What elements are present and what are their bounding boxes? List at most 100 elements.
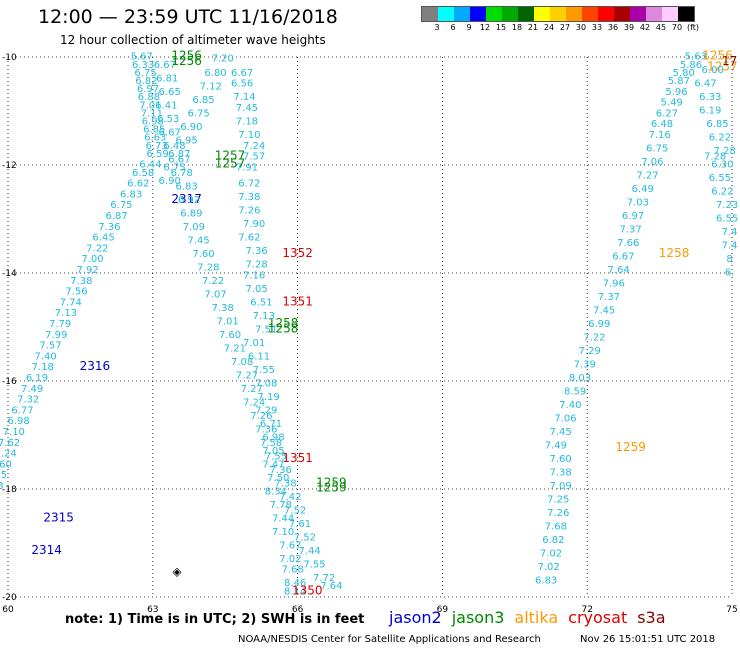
data-point: 6.44 xyxy=(139,160,161,171)
data-point: 6.67 xyxy=(168,154,190,165)
data-point: 7.06 xyxy=(554,414,576,425)
data-point: 7.55 xyxy=(303,559,325,570)
data-point: 6.97 xyxy=(137,84,159,95)
data-point: 7.27 xyxy=(236,370,258,381)
data-point: 7.40 xyxy=(35,351,57,362)
data-point: 7.07 xyxy=(204,289,226,300)
colorbar-label: 21 xyxy=(527,23,539,32)
data-point: 7.10 xyxy=(272,527,294,538)
data-point: 5.63 xyxy=(685,52,707,63)
pass-time-label: 1352 xyxy=(282,246,313,260)
data-point: 7.72 xyxy=(313,573,335,584)
data-point: 8.14 xyxy=(284,586,306,597)
data-point: 7.10 xyxy=(238,130,260,141)
data-point: 6.67 xyxy=(612,252,634,263)
data-point: 6.48 xyxy=(163,141,185,152)
data-point: 6.85 xyxy=(143,125,165,136)
data-point: 7.99 xyxy=(45,330,67,341)
data-point: 7.91 xyxy=(236,162,258,173)
pass-time-label: 2316 xyxy=(80,359,111,373)
data-point: 7.36 xyxy=(255,424,277,435)
data-point: 6.19 xyxy=(26,373,48,384)
data-point: 7.24 xyxy=(243,397,265,408)
data-point: 7.14 xyxy=(233,92,255,103)
data-point: 7.36 xyxy=(245,246,267,257)
data-point: 5.87 xyxy=(668,76,690,87)
pass-time-label: 1351 xyxy=(282,294,313,308)
pass-time-label: 2315 xyxy=(43,510,74,524)
data-point: 7.01 xyxy=(243,338,265,349)
data-point: 7.22 xyxy=(583,333,605,344)
colorbar-label: 9 xyxy=(466,23,472,32)
data-point: 6.82 xyxy=(542,535,564,546)
colorbar-label: 15 xyxy=(495,23,507,32)
data-point: 7.29 xyxy=(578,346,600,357)
data-point: 8.60 xyxy=(0,459,12,470)
data-point: 7.38 xyxy=(550,468,572,479)
data-point: 7.02 xyxy=(537,562,559,573)
data-point: 7.57 xyxy=(39,341,61,352)
data-point: 7.37 xyxy=(620,225,642,236)
data-point: 7.12 xyxy=(200,81,222,92)
data-point: 6.95 xyxy=(175,135,197,146)
x-tick-label: 66 xyxy=(292,605,304,615)
data-point: 7.05 xyxy=(245,284,267,295)
data-point: 7.13 xyxy=(55,308,77,319)
pass-time-label: 1256 xyxy=(702,49,733,63)
pass-time-label: 2314 xyxy=(31,543,62,557)
legend-cryosat: cryosat xyxy=(568,608,628,627)
data-point: 6.78 xyxy=(171,168,193,179)
colorbar-label: 24 xyxy=(543,23,555,32)
data-point: 6.89 xyxy=(180,208,202,219)
data-point: 7.09 xyxy=(550,481,572,492)
y-tick-label: -20 xyxy=(2,593,17,603)
data-point: 7.26 xyxy=(547,508,569,519)
data-point: 6.98 xyxy=(7,416,29,427)
data-point: 7.55 xyxy=(253,365,275,376)
colorbar-label: 33 xyxy=(591,23,603,32)
data-point: 7.68 xyxy=(282,565,304,576)
data-point: 6.63 xyxy=(144,133,166,144)
data-point: 7.22 xyxy=(86,243,108,254)
colorbar-swatch xyxy=(566,7,582,21)
data-point: 7.25 xyxy=(547,495,569,506)
data-point: 7.19 xyxy=(258,392,280,403)
data-point: 7.58 xyxy=(260,438,282,449)
data-point: 6.97 xyxy=(622,211,644,222)
data-point: 6.85 xyxy=(706,119,728,130)
data-point: 7.50 xyxy=(267,473,289,484)
data-point: 7.44 xyxy=(299,546,321,557)
data-point: 6.81 xyxy=(156,73,178,84)
data-point: 6. xyxy=(725,268,735,279)
data-point: 7.37 xyxy=(598,292,620,303)
data-point: 7.45 xyxy=(188,235,210,246)
page-subtitle: 12 hour collection of altimeter wave hei… xyxy=(60,33,326,47)
data-point: 7.47 xyxy=(262,459,284,470)
data-point: 7.26 xyxy=(238,206,260,217)
data-point: 7.08 xyxy=(255,378,277,389)
data-point: 7.4 xyxy=(722,227,738,238)
colorbar-swatch xyxy=(598,7,614,21)
data-point: 7.66 xyxy=(617,238,639,249)
data-point: 7.57 xyxy=(243,152,265,163)
data-point: 8.34 xyxy=(265,486,287,497)
y-tick-label: -16 xyxy=(2,377,17,387)
data-point: 5.67 xyxy=(131,52,153,63)
data-point: 7.78 xyxy=(270,500,292,511)
data-point: 7.16 xyxy=(243,270,265,281)
data-point: 7.29 xyxy=(255,405,277,416)
data-point: 7.26 xyxy=(250,411,272,422)
data-point: 6.98 xyxy=(142,117,164,128)
data-point: 6.55 xyxy=(709,173,731,184)
x-tick-label: 60 xyxy=(2,605,14,615)
colorbar-swatch xyxy=(614,7,630,21)
colorbar-swatch xyxy=(486,7,502,21)
colorbar-label: 12 xyxy=(479,23,491,32)
data-point: 8.46 xyxy=(284,578,306,589)
data-point: 7.52 xyxy=(284,505,306,516)
data-point: 6.58 xyxy=(132,168,154,179)
data-point: 8.03 xyxy=(569,373,591,384)
pass-time-label: 1257 xyxy=(707,60,738,74)
annotation-mark: ◈ xyxy=(172,564,182,578)
data-point: 6.55 xyxy=(716,214,738,225)
